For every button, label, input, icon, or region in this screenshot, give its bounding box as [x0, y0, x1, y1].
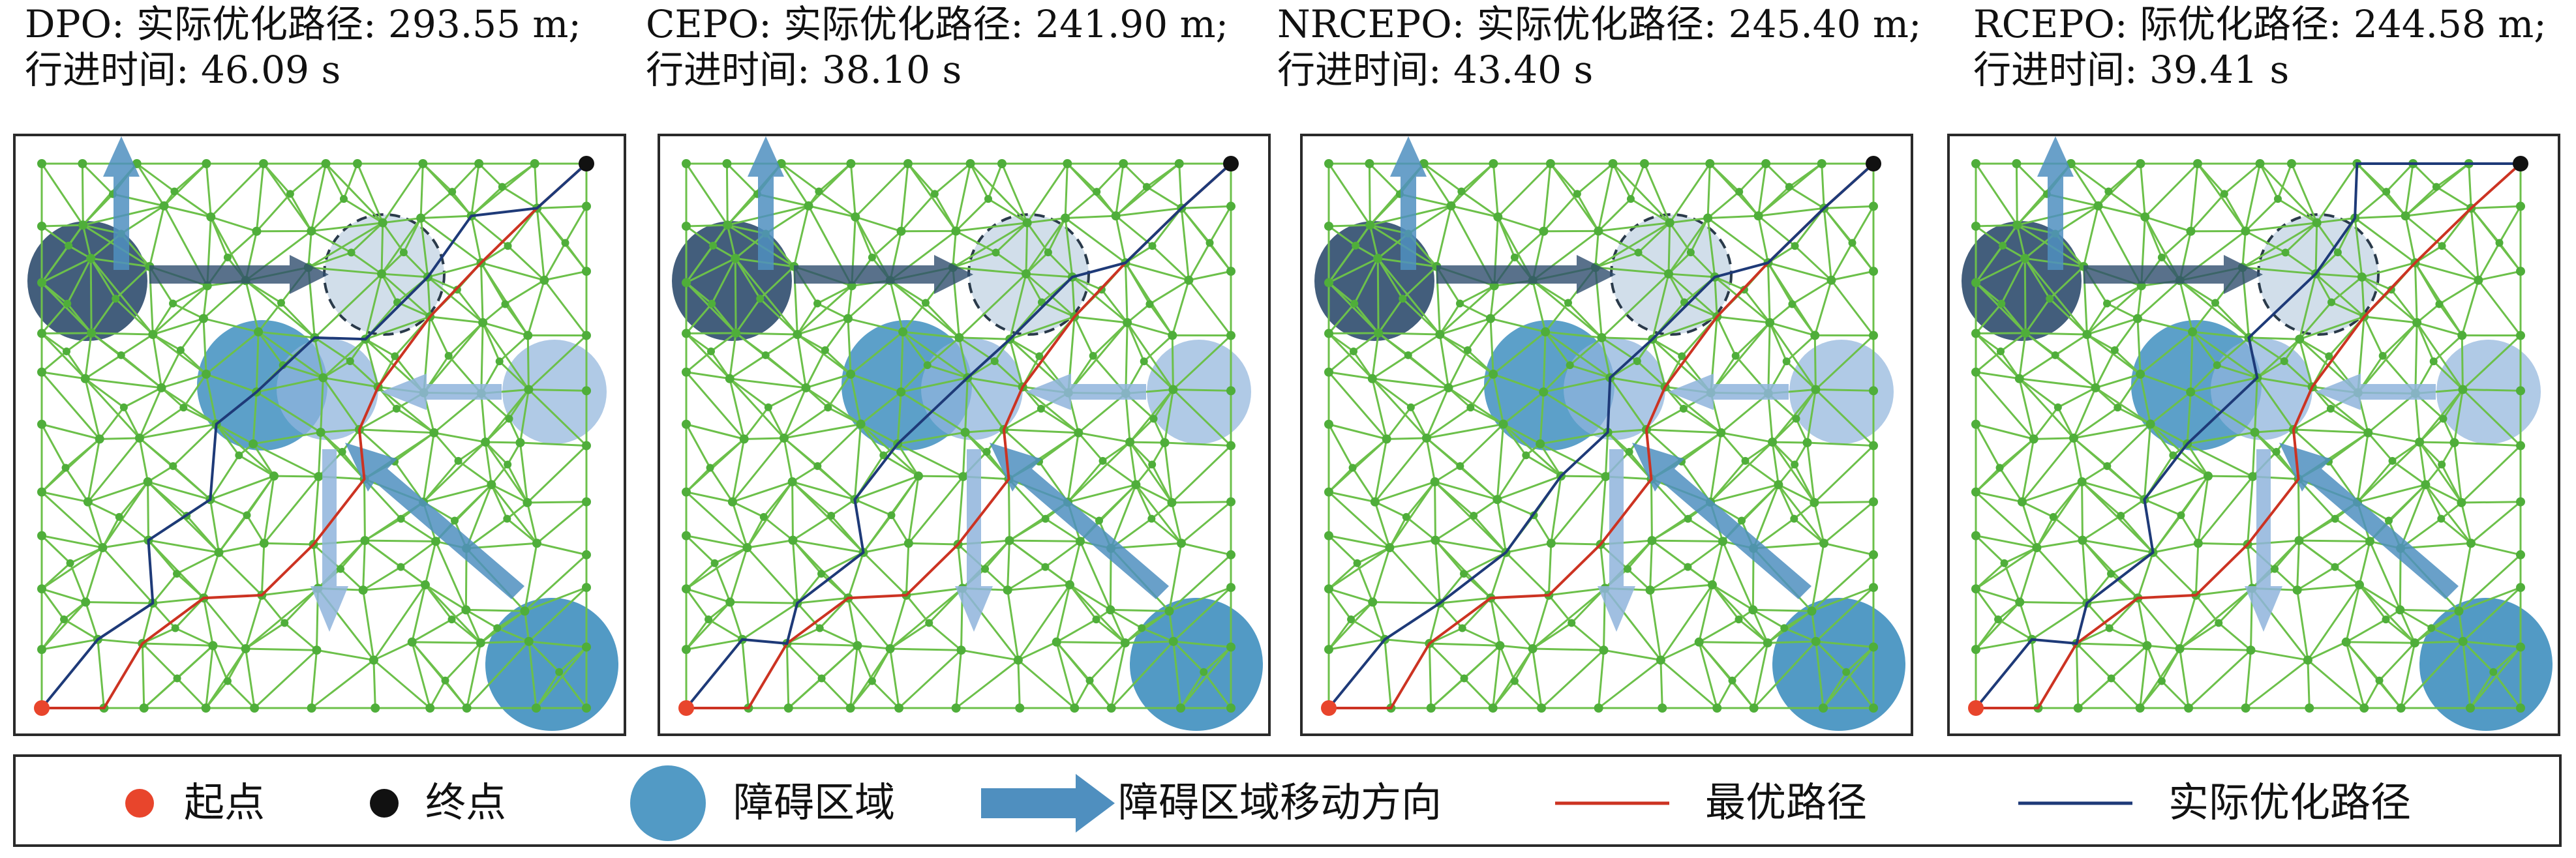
arrow-down-icon — [955, 449, 993, 632]
arrow-up-icon — [748, 136, 784, 270]
panel-title-dpo: DPO: 实际优化路径: 293.55 m; 行进时间: 46.09 s — [25, 1, 581, 93]
end-point-icon — [1866, 156, 1881, 171]
panel-title-nrcepo: NRCEPO: 实际优化路径: 245.40 m; 行进时间: 43.40 s — [1277, 1, 1922, 93]
mesh-nodes — [682, 159, 1235, 713]
panel-graph-nrcepo — [1314, 136, 1905, 731]
arrow-left-icon — [1025, 374, 1146, 410]
arrow-diagonal-icon — [345, 443, 524, 599]
panel-graph-rcepo — [1962, 136, 2553, 731]
legend-direction-label: 障碍区域移动方向 — [1118, 778, 1442, 826]
movement-arrows — [103, 136, 524, 632]
movement-arrows — [2037, 136, 2459, 632]
panel-graph-cepo — [672, 136, 1263, 731]
panel-title-rcepo: RCEPO: 际优化路径: 244.58 m; 行进时间: 39.41 s — [1973, 1, 2547, 93]
obstacle-right-circle — [502, 340, 607, 444]
arrow-right-icon — [2084, 255, 2263, 294]
obstacle-ghost-circle — [2211, 338, 2312, 440]
movement-arrows — [748, 136, 1169, 632]
arrow-diagonal-icon — [990, 443, 1169, 599]
legend-optimal-label: 最优路径 — [1705, 778, 1868, 826]
obstacle-ghost-circle — [921, 338, 1023, 440]
actual-path-line — [1975, 162, 2521, 709]
arrow-left-icon — [1668, 374, 1789, 410]
arrow-diagonal-icon — [1632, 443, 1811, 599]
end-point-icon — [579, 156, 594, 171]
legend-obstacle-label: 障碍区域 — [733, 778, 896, 826]
obstacle-right-circle — [1147, 340, 1251, 444]
end-point-icon — [1223, 156, 1239, 171]
panel-title-dpo-line2: 行进时间: 46.09 s — [25, 48, 341, 92]
start-point-icon — [34, 700, 50, 716]
legend-end-icon — [370, 789, 399, 818]
panel-title-cepo-line1: CEPO: 实际优化路径: 241.90 m; — [646, 2, 1229, 46]
arrow-down-icon — [2245, 449, 2282, 632]
panel-title-cepo-line2: 行进时间: 38.10 s — [646, 48, 962, 92]
mesh-edges — [685, 162, 1232, 709]
panel-title-nrcepo-line1: NRCEPO: 实际优化路径: 245.40 m; — [1277, 2, 1922, 46]
panel-title-rcepo-line2: 行进时间: 39.41 s — [1973, 48, 2290, 92]
arrow-right-icon — [1436, 255, 1616, 294]
panel-title-nrcepo-line2: 行进时间: 43.40 s — [1277, 48, 1594, 92]
panel-graph-dpo — [27, 136, 618, 731]
legend: 起点 终点 障碍区域 障碍区域移动方向 最优路径 实际优化路径 — [13, 754, 2562, 847]
panel-rcepo — [1947, 134, 2560, 736]
arrow-left-icon — [2315, 374, 2436, 410]
arrow-down-icon — [1598, 449, 1635, 632]
arrow-up-icon — [103, 136, 140, 270]
legend-actual-label: 实际优化路径 — [2168, 778, 2412, 826]
legend-end-label: 终点 — [425, 778, 507, 826]
obstacle-right-circle — [1789, 340, 1894, 444]
obstacle-ghost-circle — [277, 338, 378, 440]
start-point-icon — [1321, 700, 1337, 716]
legend-obstacle-icon — [630, 765, 706, 841]
legend-start-icon — [125, 789, 154, 818]
arrow-diagonal-icon — [2279, 443, 2459, 599]
panel-title-cepo: CEPO: 实际优化路径: 241.90 m; 行进时间: 38.10 s — [646, 1, 1228, 93]
actual-path-line — [40, 162, 588, 709]
panel-dpo — [13, 134, 626, 736]
panel-title-rcepo-line1: RCEPO: 际优化路径: 244.58 m; — [1973, 2, 2547, 46]
start-point-icon — [1968, 700, 1984, 716]
arrow-up-icon — [2037, 136, 2074, 270]
legend-start-label: 起点 — [184, 778, 265, 826]
end-point-icon — [2513, 156, 2528, 171]
arrow-right-icon — [149, 255, 329, 294]
obstacle-right-circle — [2436, 340, 2541, 444]
movement-arrows — [1390, 136, 1811, 632]
panel-cepo — [658, 134, 1271, 736]
arrow-up-icon — [1390, 136, 1427, 270]
optimal-path-line — [42, 162, 588, 709]
legend-direction-icon — [981, 774, 1115, 833]
arrow-left-icon — [381, 374, 502, 410]
arrow-down-icon — [311, 449, 348, 632]
arrow-right-icon — [794, 255, 973, 294]
actual-path-line — [685, 162, 1232, 709]
panel-title-dpo-line1: DPO: 实际优化路径: 293.55 m; — [25, 2, 581, 46]
actual-path-line — [1327, 162, 1875, 709]
obstacle-ghost-circle — [1564, 338, 1665, 440]
legend-symbols — [125, 765, 2132, 841]
start-point-icon — [678, 700, 694, 716]
panel-nrcepo — [1300, 134, 1913, 736]
